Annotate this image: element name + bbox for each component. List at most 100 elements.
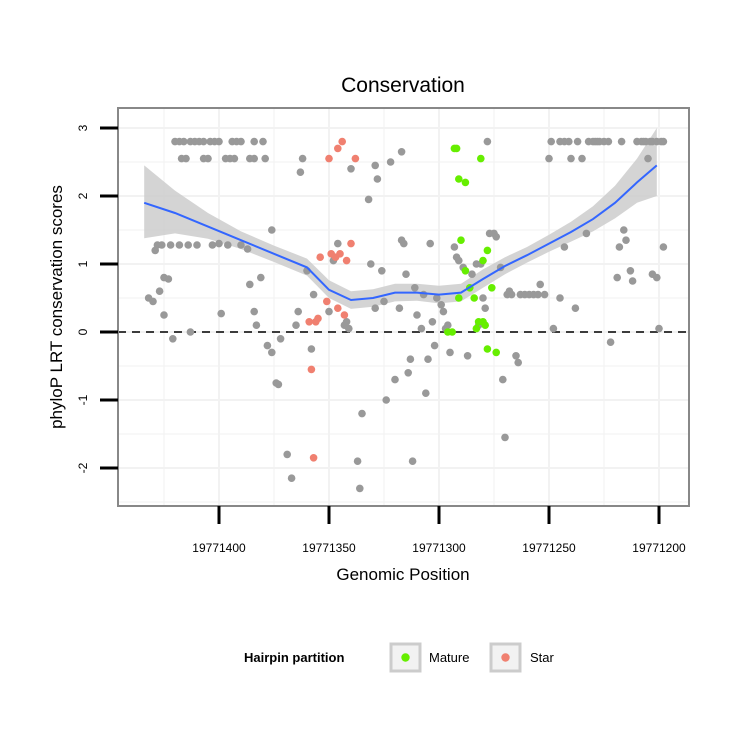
data-point-other <box>463 352 472 360</box>
data-point-other <box>545 154 553 163</box>
data-point-star <box>307 365 316 374</box>
data-point-other <box>294 307 303 316</box>
data-point-other <box>604 137 613 146</box>
y-tick-label: -1 <box>76 394 90 405</box>
y-tick-label: 2 <box>76 192 90 199</box>
data-point-other <box>446 348 454 357</box>
y-axis-label: phyloP LRT conservation scores <box>47 185 66 429</box>
data-point-other <box>364 195 373 204</box>
y-tick-label: 0 <box>76 328 90 335</box>
data-point-other <box>287 474 296 483</box>
data-point-other <box>439 307 448 316</box>
legend-key-box-mature <box>389 642 422 673</box>
data-point-other <box>325 307 333 316</box>
data-point-other <box>613 273 621 282</box>
data-point-other <box>567 154 575 163</box>
data-point-other <box>217 309 225 318</box>
data-point-other <box>175 241 184 249</box>
data-point-other <box>565 137 573 146</box>
data-point-other <box>298 154 307 163</box>
data-point-other <box>252 321 261 330</box>
data-point-other <box>433 294 441 302</box>
data-point-star <box>334 304 342 313</box>
data-point-other <box>428 318 437 326</box>
plot-border <box>117 107 690 507</box>
data-point-other <box>573 137 582 146</box>
data-point-star <box>340 311 349 319</box>
data-point-other <box>424 355 432 364</box>
y-tick-label: -2 <box>76 462 90 473</box>
data-point-star <box>305 318 314 326</box>
data-point-other <box>371 304 380 313</box>
data-point-other <box>283 450 292 459</box>
data-point-other <box>378 267 386 275</box>
data-point-mature <box>470 294 479 302</box>
data-point-other <box>263 341 272 350</box>
data-point-other <box>444 321 452 330</box>
data-point-star <box>347 239 355 248</box>
data-point-other <box>479 294 487 302</box>
data-point-other <box>373 175 382 183</box>
data-point-other <box>430 341 439 350</box>
data-point-other <box>386 158 395 166</box>
data-point-other <box>193 241 201 249</box>
data-point-other <box>356 484 364 493</box>
data-point-other <box>450 243 459 251</box>
data-point-other <box>182 154 190 163</box>
y-tick-label: 3 <box>76 124 90 131</box>
data-point-other <box>492 233 501 241</box>
data-point-other <box>243 245 252 253</box>
data-point-star <box>314 314 322 323</box>
data-point-other <box>380 297 388 306</box>
data-point-other <box>659 243 668 251</box>
smooth-fit-line <box>143 164 658 302</box>
data-point-mature <box>448 328 457 336</box>
data-point-other <box>334 239 342 248</box>
data-point-mature <box>479 256 487 265</box>
legend-label-star: Star <box>530 650 555 665</box>
data-point-mature <box>483 246 492 255</box>
data-point-other <box>250 137 258 146</box>
data-point-star <box>342 256 351 265</box>
data-point-other <box>571 304 580 313</box>
data-point-other <box>186 328 195 336</box>
data-point-mature <box>461 178 470 187</box>
data-point-other <box>149 297 157 306</box>
smooth-fit-layer <box>143 164 658 302</box>
data-point-other <box>199 137 208 146</box>
x-tick-label: 19771250 <box>522 541 576 555</box>
data-point-mature <box>457 236 465 244</box>
data-points-layer <box>144 137 668 493</box>
data-point-star <box>351 154 360 163</box>
data-point-other <box>268 348 276 357</box>
data-point-other <box>391 375 399 384</box>
chart-title: Conservation <box>341 74 465 97</box>
data-point-other <box>402 270 410 279</box>
data-point-other <box>628 277 637 285</box>
data-point-other <box>237 137 245 146</box>
data-point-other <box>481 304 490 313</box>
data-point-other <box>468 270 476 279</box>
data-point-mature <box>488 284 496 292</box>
data-point-other <box>259 137 267 146</box>
data-point-other <box>626 267 635 275</box>
data-point-other <box>560 243 569 251</box>
x-tick-label: 19771200 <box>632 541 686 555</box>
data-point-other <box>617 137 626 146</box>
data-point-other <box>274 380 283 389</box>
data-point-other <box>353 457 362 466</box>
data-point-other <box>261 154 270 163</box>
data-point-other <box>250 154 258 163</box>
data-point-other <box>158 241 166 249</box>
data-point-other <box>246 280 254 289</box>
data-point-other <box>184 241 192 249</box>
data-point-other <box>620 226 628 234</box>
data-point-other <box>400 239 408 248</box>
data-point-other <box>512 352 520 360</box>
data-point-other <box>413 311 421 319</box>
data-point-mature <box>483 345 492 353</box>
data-point-other <box>164 275 173 283</box>
data-point-mature <box>492 348 501 357</box>
data-point-other <box>180 137 188 146</box>
legend: Hairpin partition Mature Star <box>244 642 555 673</box>
